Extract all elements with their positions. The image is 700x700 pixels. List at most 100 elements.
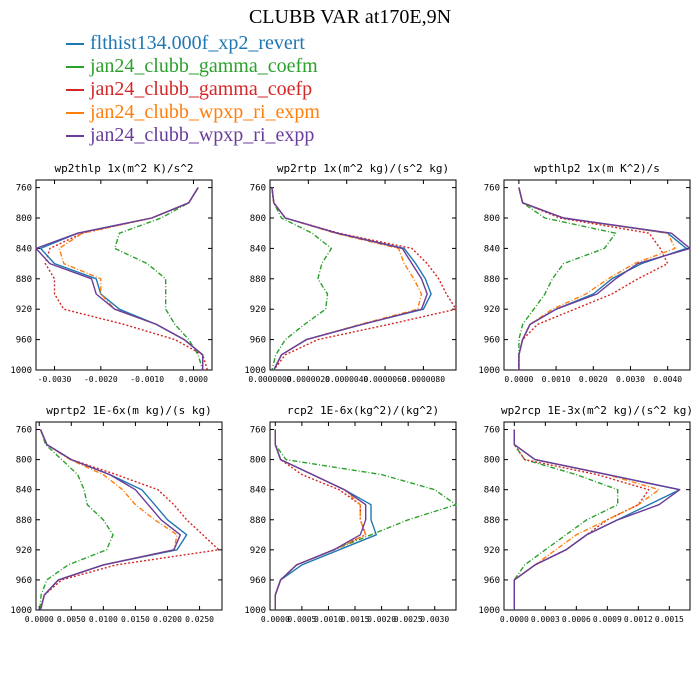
series-line-1 [39,187,204,370]
legend-item: jan24_clubb_gamma_coefm [66,55,320,78]
y-tick-label: 760 [16,184,32,194]
x-tick-label: 0.0000 [504,375,533,384]
y-tick-label: 800 [250,214,266,224]
panel-title: rcp2 1E-6x(kg^2)/(kg^2) [287,404,439,417]
y-tick-label: 1000 [10,606,32,616]
y-tick-label: 840 [484,244,500,254]
y-tick-label: 760 [250,184,266,194]
y-tick-label: 960 [484,336,500,346]
legend-item: jan24_clubb_wpxp_ri_expp [66,124,320,147]
series-line-4 [271,187,423,371]
legend-item: flthist134.000f_xp2_revert [66,32,320,55]
series-line-1 [513,429,681,610]
x-tick-label: 0.0000 [25,615,54,624]
y-tick-label: 920 [484,305,500,315]
panel-title: wp2thlp 1x(m^2 K)/s^2 [54,162,193,175]
y-tick-label: 920 [16,546,32,556]
y-tick-label: 880 [484,516,500,526]
panel-title: wprtp2 1E-6x(m kg)/(s kg) [46,404,212,417]
x-tick-label: 0.0000040 [325,375,369,384]
legend-label: jan24_clubb_gamma_coefp [90,78,313,100]
series-line-1 [271,187,432,371]
y-tick-label: 800 [484,214,500,224]
legend-item: jan24_clubb_wpxp_ri_expm [66,101,320,124]
x-tick-label: 0.0025 [394,615,423,624]
legend-label: flthist134.000f_xp2_revert [90,32,305,54]
legend-swatch [66,65,84,68]
x-tick-label: -0.0020 [84,375,118,384]
plot-frame [35,179,213,371]
x-tick-label: 0.0015 [655,615,684,624]
x-tick-label: 0.0200 [153,615,182,624]
y-tick-label: 920 [250,546,266,556]
y-tick-label: 880 [484,275,500,285]
series-line-3 [44,187,209,371]
series-line-4 [518,187,676,370]
y-tick-label: 760 [250,426,266,436]
series-line-3 [274,429,367,610]
series-line-2 [271,187,333,371]
y-tick-label: 1000 [478,366,500,376]
x-tick-label: 0.0015 [341,615,370,624]
series-line-5 [35,187,204,370]
y-tick-label: 800 [484,456,500,466]
x-tick-label: 0.0005 [287,615,316,624]
plot-frame [503,421,691,611]
y-tick-label: 960 [250,576,266,586]
legend-swatch [66,111,84,114]
legend-swatch [66,42,84,45]
series-line-3 [271,187,457,371]
series-line-4 [274,429,367,610]
x-tick-label: 0.0050 [57,615,86,624]
legend-label: jan24_clubb_wpxp_ri_expm [90,101,320,123]
x-tick-label: 0.0000080 [402,375,446,384]
x-tick-label: 0.0150 [121,615,150,624]
y-tick-label: 760 [484,426,500,436]
x-tick-label: 0.0000 [179,375,208,384]
x-tick-label: 0.0100 [89,615,118,624]
legend-swatch [66,88,84,91]
y-tick-label: 880 [16,275,32,285]
series-line-5 [274,429,367,610]
y-tick-label: 840 [250,244,266,254]
y-tick-label: 800 [16,456,32,466]
y-tick-label: 960 [16,576,32,586]
x-tick-label: 0.0040 [653,375,682,384]
y-tick-label: 840 [250,486,266,496]
y-tick-label: 800 [250,456,266,466]
y-tick-label: 960 [250,336,266,346]
series-line-1 [518,187,687,370]
x-tick-label: 0.0000 [261,615,290,624]
plot-frame [503,179,691,371]
y-tick-label: 760 [484,184,500,194]
y-tick-label: 840 [16,244,32,254]
series-line-3 [513,429,650,610]
x-tick-label: 0.0000020 [287,375,331,384]
x-tick-label: -0.0030 [38,375,72,384]
y-tick-label: 760 [16,426,32,436]
plot-frame [269,421,457,611]
y-tick-label: 1000 [10,366,32,376]
x-tick-label: 0.0030 [420,615,449,624]
legend-label: jan24_clubb_gamma_coefm [90,55,318,77]
x-tick-label: 0.0010 [542,375,571,384]
x-tick-label: 0.0020 [579,375,608,384]
x-tick-label: 0.0000 [500,615,529,624]
panel-title: wp2rtp 1x(m^2 kg)/(s^2 kg) [277,162,449,175]
series-line-4 [39,429,178,611]
y-tick-label: 880 [16,516,32,526]
x-tick-label: 0.0009 [593,615,622,624]
y-tick-label: 960 [16,336,32,346]
y-tick-label: 960 [484,576,500,586]
legend-swatch [66,134,84,137]
y-tick-label: 840 [16,486,32,496]
legend-label: jan24_clubb_wpxp_ri_expp [90,124,315,146]
series-line-1 [274,429,377,610]
x-tick-label: 0.0010 [314,615,343,624]
y-tick-label: 880 [250,275,266,285]
y-tick-label: 920 [484,546,500,556]
x-tick-label: 0.0020 [367,615,396,624]
x-tick-label: 0.0250 [185,615,214,624]
x-tick-label: -0.0010 [130,375,164,384]
